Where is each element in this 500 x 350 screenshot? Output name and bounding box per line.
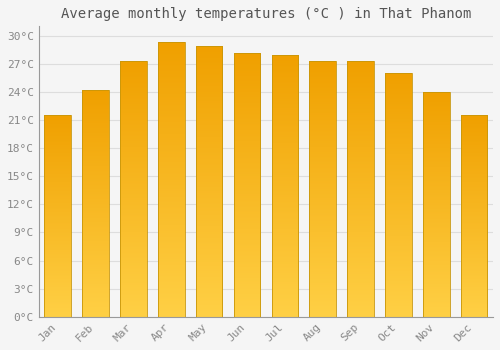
Bar [158, 42, 184, 317]
Bar [385, 73, 411, 317]
Bar [272, 55, 298, 317]
Bar [44, 115, 71, 317]
Bar [120, 61, 146, 317]
Title: Average monthly temperatures (°C ) in That Phanom: Average monthly temperatures (°C ) in Th… [60, 7, 471, 21]
Bar [234, 54, 260, 317]
Bar [82, 90, 109, 317]
Bar [423, 92, 450, 317]
Bar [310, 61, 336, 317]
Bar [196, 46, 222, 317]
Bar [348, 61, 374, 317]
Bar [461, 115, 487, 317]
